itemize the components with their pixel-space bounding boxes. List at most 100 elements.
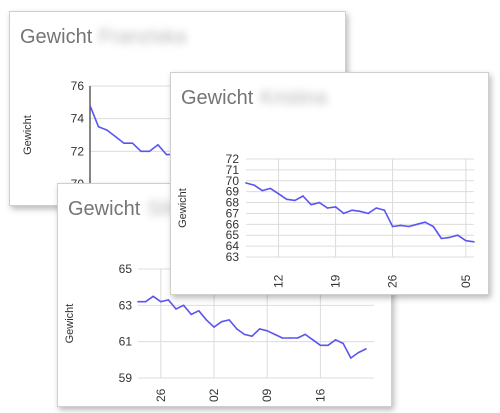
data-point xyxy=(350,357,352,359)
y-tick-label: 64 xyxy=(226,239,240,253)
data-point xyxy=(165,153,168,156)
y-tick-label: 66 xyxy=(226,217,240,231)
y-tick-label: 72 xyxy=(71,144,85,158)
data-point xyxy=(261,189,264,192)
data-point xyxy=(266,329,268,332)
x-tick-label: 16 xyxy=(313,388,327,402)
data-point xyxy=(123,142,125,144)
data-point xyxy=(198,309,200,312)
chart-card-kristina: Gewicht Kristina 63 64 65 66 67 68 69 70 71 72 12 19… xyxy=(170,72,489,295)
data-point xyxy=(245,182,247,184)
data-point xyxy=(106,129,108,131)
data-point xyxy=(342,342,345,345)
y-tick-label: 72 xyxy=(226,152,240,166)
data-point xyxy=(440,237,443,240)
data-point xyxy=(243,333,246,336)
y-tick-label: 63 xyxy=(119,298,133,312)
x-tick-label: 26 xyxy=(154,388,168,402)
y-tick-label: 76 xyxy=(71,79,85,93)
blurred-person-name: Franziska xyxy=(99,26,186,48)
chart-title-text: Gewicht xyxy=(181,87,254,109)
data-point xyxy=(367,212,369,215)
chart-title-text: Gewicht xyxy=(20,26,93,48)
data-point xyxy=(327,344,329,347)
data-point xyxy=(285,198,288,201)
data-point xyxy=(312,339,314,341)
data-point xyxy=(408,225,410,228)
data-point xyxy=(424,221,426,223)
data-point xyxy=(277,193,280,195)
data-point xyxy=(359,210,361,213)
data-point xyxy=(190,313,192,316)
y-tick-label: 69 xyxy=(226,185,240,199)
y-tick-label: 67 xyxy=(226,206,240,220)
data-point xyxy=(416,223,418,226)
data-point xyxy=(289,337,291,339)
data-point xyxy=(152,295,154,298)
data-point xyxy=(89,104,91,107)
data-point xyxy=(167,299,170,301)
data-point xyxy=(274,333,276,336)
data-point xyxy=(294,199,296,202)
y-tick-label: 63 xyxy=(226,250,240,264)
chart-title-text: Gewicht xyxy=(68,198,141,220)
y-tick-label: 65 xyxy=(226,228,240,242)
x-tick-label: 26 xyxy=(386,274,400,288)
y-axis-title: Gewicht xyxy=(64,304,76,344)
chart-title: Gewicht Kristina xyxy=(181,87,327,110)
data-point xyxy=(304,333,306,336)
data-point xyxy=(281,337,284,339)
data-point xyxy=(160,300,162,303)
data-point xyxy=(296,337,299,339)
data-point xyxy=(140,150,142,153)
data-point xyxy=(228,319,230,321)
data-point xyxy=(205,319,208,321)
x-tick-label: 12 xyxy=(272,274,286,288)
data-point xyxy=(144,300,147,303)
data-point xyxy=(365,348,367,350)
data-point xyxy=(148,150,151,153)
data-point xyxy=(137,300,139,303)
data-point xyxy=(97,126,100,128)
data-point xyxy=(319,344,322,347)
x-tick-label: 09 xyxy=(260,388,274,402)
data-point xyxy=(175,308,177,310)
data-point xyxy=(399,224,402,227)
data-point xyxy=(473,240,475,243)
y-tick-label: 70 xyxy=(226,174,240,188)
y-axis-title: Gewicht xyxy=(22,115,34,155)
data-point xyxy=(342,212,345,215)
x-tick-label: 05 xyxy=(459,274,473,288)
data-point xyxy=(114,135,117,138)
data-point xyxy=(182,304,185,307)
data-point xyxy=(269,187,272,190)
data-point xyxy=(383,209,386,211)
y-tick-label: 65 xyxy=(119,262,133,276)
data-point xyxy=(432,225,435,228)
data-point xyxy=(302,195,304,197)
x-tick-label: 02 xyxy=(207,388,221,402)
data-point xyxy=(334,206,337,208)
y-tick-label: 71 xyxy=(226,163,240,177)
data-point xyxy=(456,234,459,237)
data-point xyxy=(448,236,451,239)
data-point xyxy=(310,203,312,206)
data-point xyxy=(213,326,215,328)
y-tick-label: 59 xyxy=(119,371,133,385)
y-axis-title: Gewicht xyxy=(177,188,189,228)
data-point xyxy=(351,209,353,211)
data-point xyxy=(375,207,378,209)
data-point xyxy=(157,144,159,146)
y-tick-label: 68 xyxy=(226,196,240,210)
data-point xyxy=(357,351,360,354)
y-tick-label: 61 xyxy=(119,335,133,349)
blurred-person-name: Kristina xyxy=(260,87,327,109)
y-tick-label: 74 xyxy=(71,112,85,126)
data-point xyxy=(465,239,467,242)
chart-title: Gewicht Franziska xyxy=(20,26,186,49)
data-point xyxy=(258,328,261,330)
data-point xyxy=(334,339,337,341)
data-point xyxy=(131,142,134,144)
data-point xyxy=(251,335,253,338)
